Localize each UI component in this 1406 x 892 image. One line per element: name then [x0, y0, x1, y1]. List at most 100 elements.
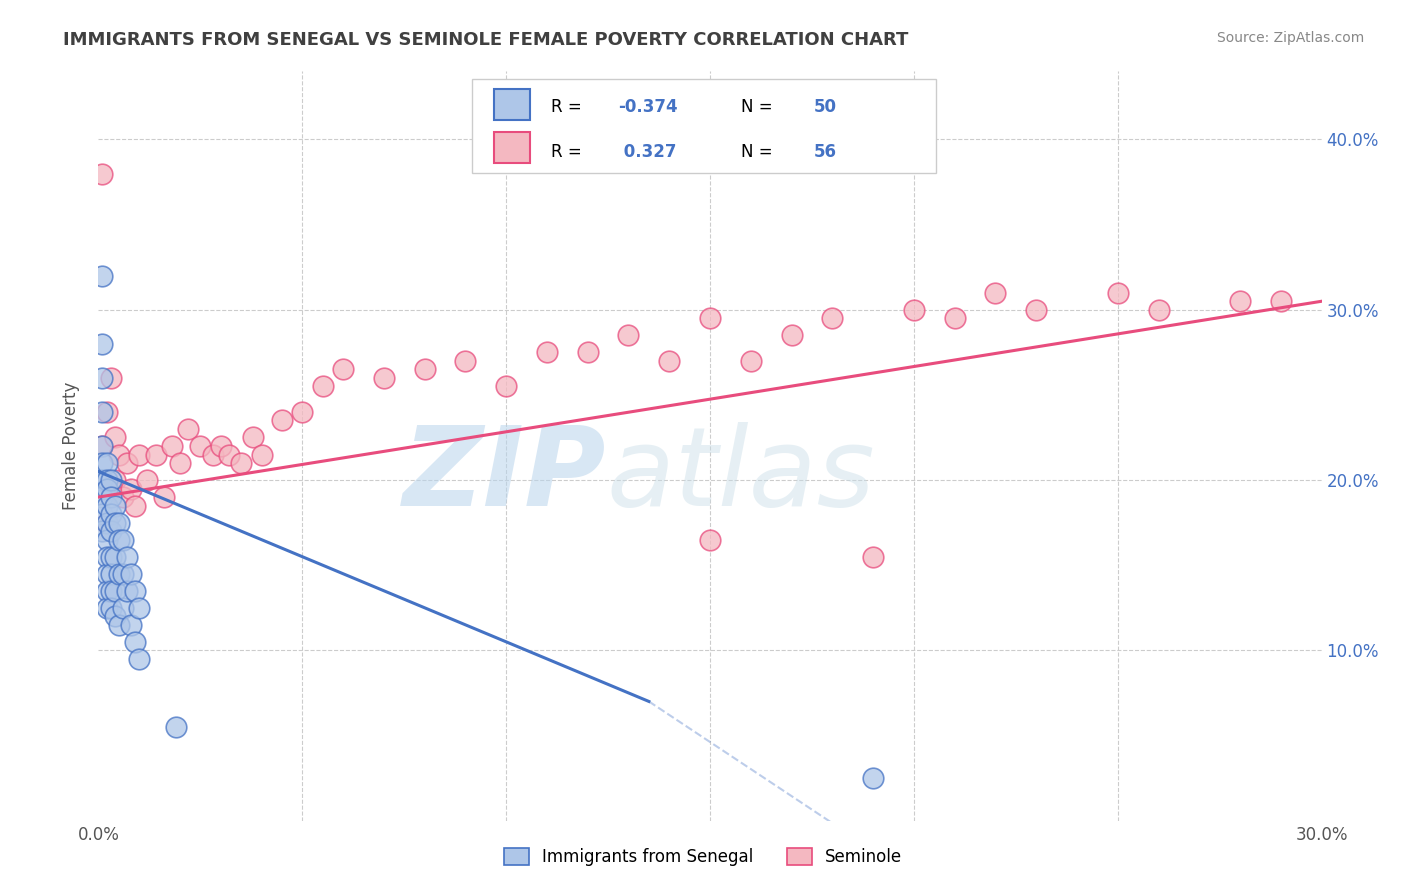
- Point: [699, 533, 721, 547]
- Point: [96, 473, 118, 487]
- Point: [108, 516, 131, 530]
- Point: [1107, 285, 1129, 300]
- Point: [1229, 294, 1251, 309]
- Text: Source: ZipAtlas.com: Source: ZipAtlas.com: [1216, 31, 1364, 45]
- Point: [91, 524, 114, 538]
- Point: [862, 771, 884, 785]
- Point: [454, 354, 477, 368]
- Point: [96, 566, 118, 581]
- Point: [100, 524, 122, 538]
- Point: [96, 405, 118, 419]
- Point: [658, 354, 681, 368]
- Text: 0.327: 0.327: [619, 143, 676, 161]
- Point: [108, 566, 131, 581]
- Point: [104, 430, 127, 444]
- Point: [111, 566, 134, 581]
- FancyBboxPatch shape: [494, 132, 530, 163]
- Point: [169, 456, 191, 470]
- Point: [576, 345, 599, 359]
- Point: [120, 566, 142, 581]
- Point: [91, 405, 114, 419]
- Point: [104, 516, 127, 530]
- Y-axis label: Female Poverty: Female Poverty: [62, 382, 80, 510]
- Point: [413, 362, 436, 376]
- Point: [120, 482, 142, 496]
- Point: [100, 473, 122, 487]
- FancyBboxPatch shape: [471, 78, 936, 172]
- Point: [177, 422, 200, 436]
- Point: [108, 617, 131, 632]
- Point: [104, 583, 127, 598]
- Point: [124, 635, 146, 649]
- Text: R =: R =: [551, 98, 588, 116]
- Point: [270, 413, 294, 427]
- Point: [821, 311, 844, 326]
- Point: [100, 507, 122, 521]
- Point: [291, 405, 314, 419]
- Point: [91, 507, 114, 521]
- Point: [108, 448, 131, 462]
- Point: [780, 328, 803, 343]
- Text: ZIP: ZIP: [402, 423, 606, 530]
- Legend: Immigrants from Senegal, Seminole: Immigrants from Senegal, Seminole: [495, 840, 911, 875]
- Point: [1270, 294, 1292, 309]
- Point: [96, 516, 118, 530]
- Point: [100, 583, 122, 598]
- Point: [128, 448, 150, 462]
- Point: [231, 456, 253, 470]
- Point: [96, 499, 118, 513]
- Point: [984, 285, 1007, 300]
- Point: [495, 379, 517, 393]
- Point: [104, 499, 127, 513]
- Point: [91, 473, 114, 487]
- Point: [96, 516, 118, 530]
- Point: [373, 371, 395, 385]
- Point: [312, 379, 335, 393]
- Point: [91, 439, 114, 453]
- Point: [740, 354, 762, 368]
- Point: [100, 490, 122, 504]
- Point: [91, 167, 114, 181]
- Point: [100, 549, 122, 564]
- Text: N =: N =: [741, 143, 778, 161]
- Text: N =: N =: [741, 98, 778, 116]
- Point: [128, 652, 150, 666]
- Point: [250, 448, 273, 462]
- Point: [96, 482, 118, 496]
- Point: [104, 549, 127, 564]
- Point: [536, 345, 558, 359]
- Point: [91, 268, 114, 283]
- Text: IMMIGRANTS FROM SENEGAL VS SEMINOLE FEMALE POVERTY CORRELATION CHART: IMMIGRANTS FROM SENEGAL VS SEMINOLE FEMA…: [63, 31, 908, 49]
- Text: -0.374: -0.374: [619, 98, 678, 116]
- Point: [111, 533, 134, 547]
- Point: [1147, 302, 1170, 317]
- Point: [111, 600, 134, 615]
- Point: [152, 490, 174, 504]
- Point: [115, 583, 138, 598]
- Point: [108, 533, 131, 547]
- Point: [96, 583, 118, 598]
- Point: [96, 549, 118, 564]
- Point: [100, 566, 122, 581]
- Point: [104, 473, 127, 487]
- Point: [209, 439, 232, 453]
- Point: [145, 448, 167, 462]
- Point: [201, 448, 224, 462]
- Point: [91, 371, 114, 385]
- Point: [128, 600, 150, 615]
- Point: [943, 311, 966, 326]
- Point: [903, 302, 925, 317]
- Point: [124, 499, 146, 513]
- Point: [91, 456, 114, 470]
- Point: [91, 439, 114, 453]
- Point: [218, 448, 240, 462]
- Point: [124, 583, 146, 598]
- Point: [160, 439, 183, 453]
- Text: R =: R =: [551, 143, 588, 161]
- Point: [96, 600, 118, 615]
- Point: [115, 456, 138, 470]
- Point: [136, 473, 159, 487]
- Point: [115, 549, 138, 564]
- Point: [96, 456, 118, 470]
- Point: [617, 328, 640, 343]
